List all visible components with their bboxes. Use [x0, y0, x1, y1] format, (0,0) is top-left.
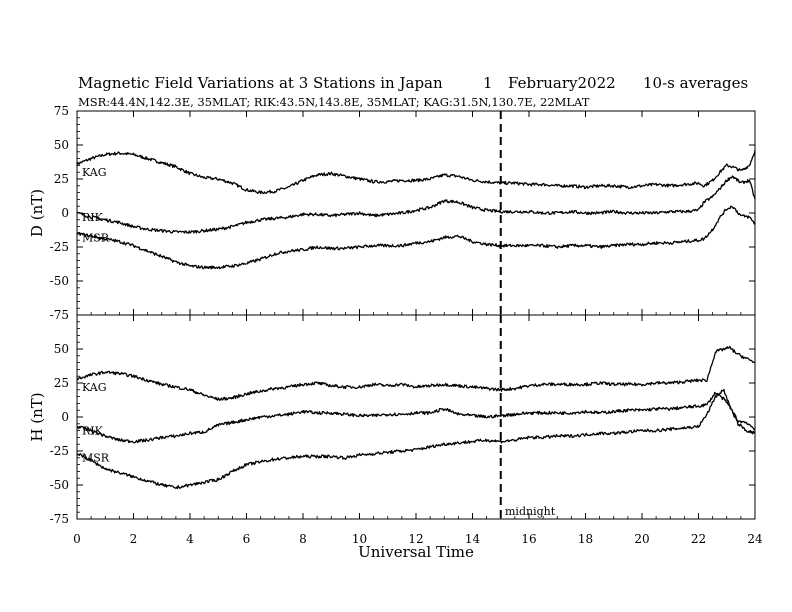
y-tick-label-d: 75 — [54, 104, 69, 118]
chart-title: Magnetic Field Variations at 3 Stations … — [78, 74, 443, 92]
chart-subtitle: MSR:44.4N,142.3E, 35MLAT; RIK:43.5N,143.… — [78, 95, 590, 109]
series-line-d-msr — [76, 205, 755, 270]
x-tick-label: 2 — [130, 532, 138, 546]
midnight-label: midnight — [505, 505, 556, 518]
series-label-d-msr: MSR — [82, 231, 110, 244]
x-tick-label: 4 — [186, 532, 194, 546]
y-axis-label-d: D (nT) — [28, 189, 46, 237]
x-tick-label: 14 — [465, 532, 481, 546]
panel-frame-h — [76, 314, 756, 520]
x-tick-label: 16 — [521, 532, 536, 546]
series-label-d-kag: KAG — [82, 166, 107, 179]
y-tick-label-d: -75 — [50, 308, 69, 322]
x-tick-label: 18 — [578, 532, 593, 546]
x-tick-label: 8 — [299, 532, 307, 546]
series-line-h-kag — [76, 345, 756, 402]
series-line-h-rik — [76, 391, 756, 444]
x-tick-label: 20 — [634, 532, 649, 546]
y-tick-label-d: 50 — [54, 138, 69, 152]
x-tick-label: 10 — [352, 532, 367, 546]
x-tick-label: 12 — [408, 532, 423, 546]
y-tick-label-d: -25 — [50, 240, 69, 254]
plot-layer: -75 -50 -25 0 25 50 75 KAG RIK MSR -75 -50 -25 0 25 50 0… — [50, 104, 763, 546]
y-tick-label-d: -50 — [50, 274, 69, 288]
series-line-d-rik — [76, 175, 756, 234]
x-axis-label: Universal Time — [358, 543, 474, 561]
y-tick-label-h: 0 — [61, 410, 69, 424]
series-label-d-rik: RIK — [82, 211, 104, 224]
series-label-h-kag: KAG — [82, 381, 107, 394]
y-tick-label-h: 50 — [54, 342, 69, 356]
y-tick-label-d: 25 — [54, 172, 69, 186]
x-tick-label: 6 — [243, 532, 251, 546]
y-tick-label-h: -50 — [50, 478, 69, 492]
series-label-h-msr: MSR — [82, 452, 110, 465]
y-tick-label-h: -25 — [50, 444, 69, 458]
series-line-d-kag — [76, 150, 756, 195]
y-axis-label-h: H (nT) — [28, 392, 46, 441]
x-tick-label: 24 — [747, 532, 763, 546]
x-tick-label: 22 — [691, 532, 706, 546]
series-line-h-msr — [76, 388, 756, 490]
chart-title-day: 1 — [483, 74, 493, 92]
y-tick-label-h: -75 — [50, 512, 69, 526]
chart-title-averaging: 10-s averages — [643, 74, 748, 92]
y-tick-label-h: 25 — [54, 376, 69, 390]
series-label-h-rik: RIK — [82, 425, 104, 438]
chart-title-month-year: February2022 — [508, 74, 616, 92]
x-tick-label: 0 — [73, 532, 81, 546]
y-tick-label-d: 0 — [61, 206, 69, 220]
